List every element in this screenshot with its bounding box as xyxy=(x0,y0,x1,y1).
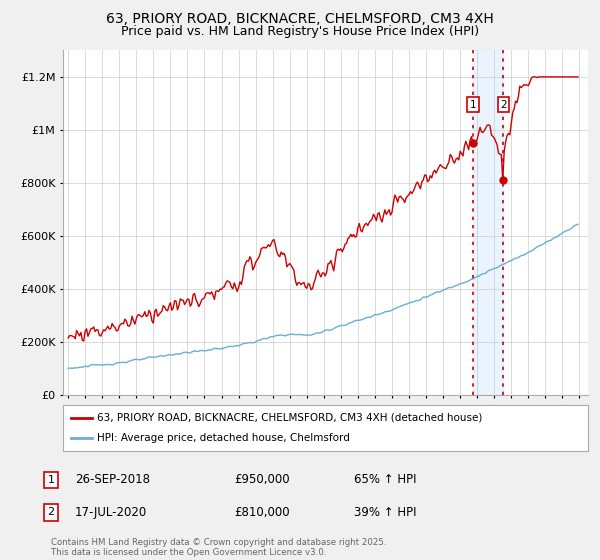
Text: 63, PRIORY ROAD, BICKNACRE, CHELMSFORD, CM3 4XH (detached house): 63, PRIORY ROAD, BICKNACRE, CHELMSFORD, … xyxy=(97,413,482,423)
Text: 65% ↑ HPI: 65% ↑ HPI xyxy=(354,473,416,487)
Text: Price paid vs. HM Land Registry's House Price Index (HPI): Price paid vs. HM Land Registry's House … xyxy=(121,25,479,38)
Text: 2: 2 xyxy=(500,100,507,110)
Text: £950,000: £950,000 xyxy=(234,473,290,487)
Text: £810,000: £810,000 xyxy=(234,506,290,519)
Text: 63, PRIORY ROAD, BICKNACRE, CHELMSFORD, CM3 4XH: 63, PRIORY ROAD, BICKNACRE, CHELMSFORD, … xyxy=(106,12,494,26)
Text: 1: 1 xyxy=(47,475,55,485)
Text: 1: 1 xyxy=(469,100,476,110)
Text: 2: 2 xyxy=(47,507,55,517)
Bar xyxy=(473,50,503,395)
Text: Contains HM Land Registry data © Crown copyright and database right 2025.
This d: Contains HM Land Registry data © Crown c… xyxy=(51,538,386,557)
Text: 17-JUL-2020: 17-JUL-2020 xyxy=(75,506,147,519)
Text: 26-SEP-2018: 26-SEP-2018 xyxy=(75,473,150,487)
Text: 39% ↑ HPI: 39% ↑ HPI xyxy=(354,506,416,519)
Text: HPI: Average price, detached house, Chelmsford: HPI: Average price, detached house, Chel… xyxy=(97,433,350,443)
